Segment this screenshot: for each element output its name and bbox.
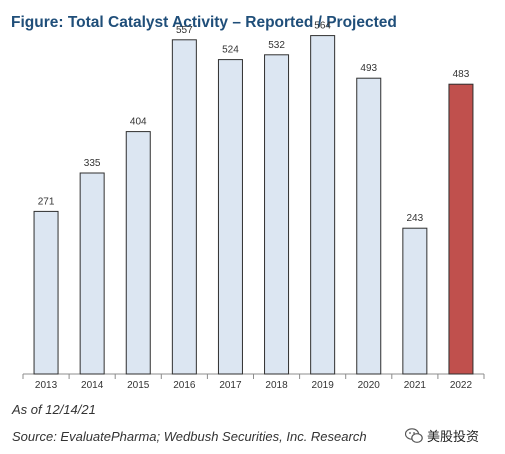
x-tick-label-2015: 2015 <box>127 380 150 391</box>
x-tick-label-2016: 2016 <box>173 380 196 391</box>
x-tick-label-2014: 2014 <box>81 380 104 391</box>
data-label-2013: 271 <box>38 196 55 207</box>
data-label-2015: 404 <box>130 117 147 128</box>
bar-2021 <box>402 227 428 375</box>
data-label-2018: 532 <box>268 40 285 51</box>
as-of-note: As of 12/14/21 <box>12 402 96 417</box>
data-label-2022: 483 <box>453 69 470 80</box>
bar-2019 <box>310 35 336 375</box>
x-tick-label-2021: 2021 <box>404 380 427 391</box>
data-label-2020: 493 <box>360 63 377 74</box>
x-tick-label-2017: 2017 <box>219 380 242 391</box>
chart-title: Figure: Total Catalyst Activity – Report… <box>11 14 397 31</box>
source-note: Source: EvaluatePharma; Wedbush Securiti… <box>12 429 367 444</box>
bar-2017 <box>217 59 243 375</box>
x-tick-label-2013: 2013 <box>35 380 58 391</box>
bar-2015 <box>125 131 151 375</box>
x-tick-label-2020: 2020 <box>358 380 381 391</box>
data-label-2019: 564 <box>314 21 331 32</box>
bar-2018 <box>264 54 290 375</box>
wechat-icon <box>404 427 423 444</box>
x-tick-label-2018: 2018 <box>265 380 288 391</box>
data-label-2017: 524 <box>222 45 239 56</box>
data-label-2016: 557 <box>176 25 193 36</box>
bar-2020 <box>356 77 382 375</box>
bar-2016 <box>171 39 197 375</box>
bar-2014 <box>79 172 105 375</box>
x-tick-label-2019: 2019 <box>312 380 335 391</box>
watermark-text: 美股投资 <box>427 430 480 445</box>
data-label-2014: 335 <box>84 158 101 169</box>
bar-2022 <box>448 83 474 375</box>
x-tick-label-2022: 2022 <box>450 380 473 391</box>
data-label-2021: 243 <box>407 213 424 224</box>
bar-2013 <box>33 210 59 375</box>
watermark: 美股投资 <box>404 426 480 445</box>
